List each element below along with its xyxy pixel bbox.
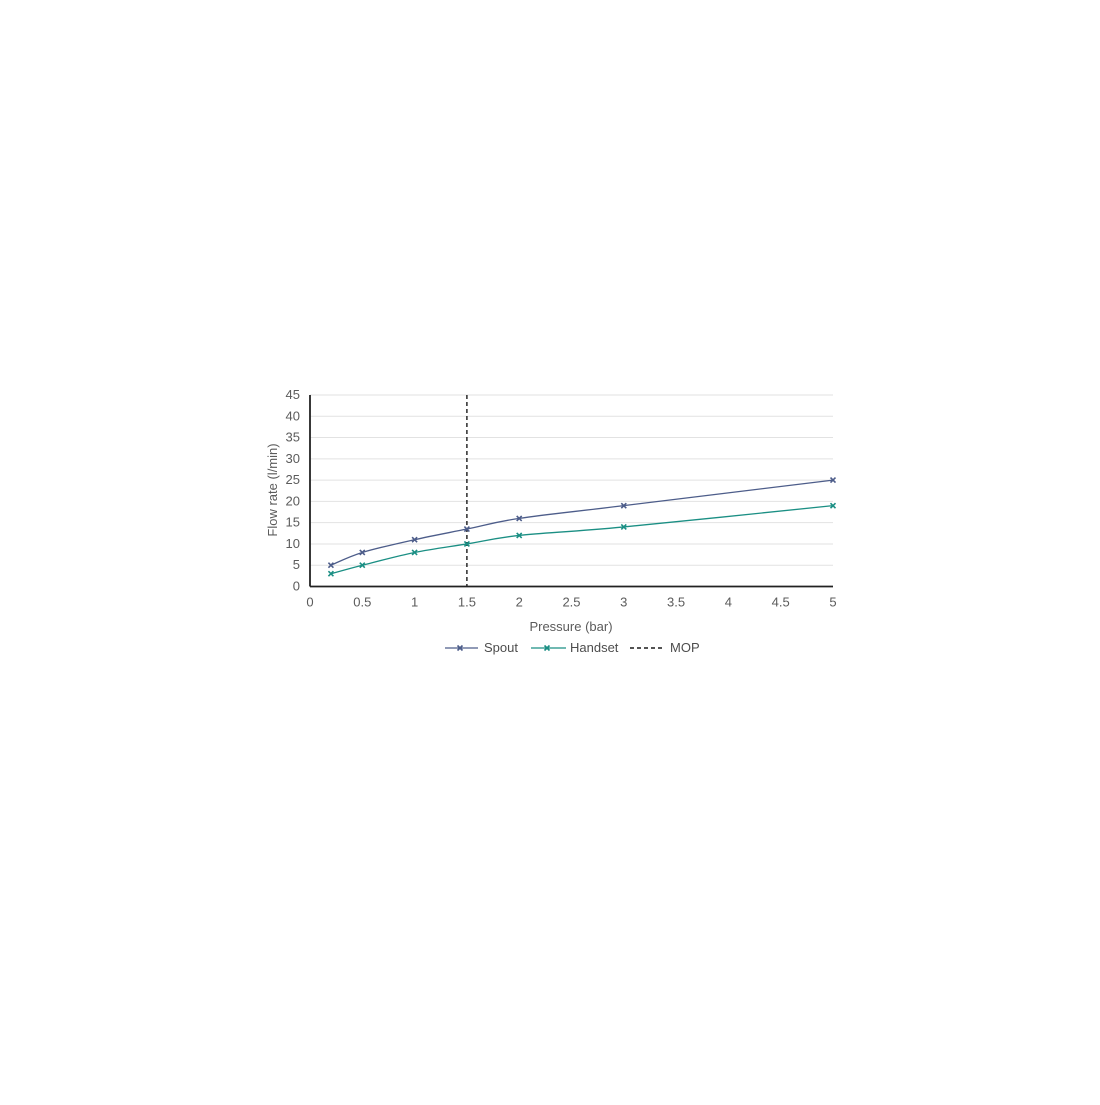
svg-text:2: 2 xyxy=(516,595,523,610)
svg-text:Handset: Handset xyxy=(570,640,619,655)
svg-text:0: 0 xyxy=(306,595,313,610)
svg-text:25: 25 xyxy=(286,472,300,487)
svg-text:1: 1 xyxy=(411,595,418,610)
svg-text:Flow rate (l/min): Flow rate (l/min) xyxy=(265,443,280,536)
svg-text:4: 4 xyxy=(725,595,732,610)
svg-text:3.5: 3.5 xyxy=(667,595,685,610)
svg-text:35: 35 xyxy=(286,430,300,445)
svg-text:5: 5 xyxy=(829,595,836,610)
svg-text:2.5: 2.5 xyxy=(562,595,580,610)
svg-text:MOP: MOP xyxy=(670,640,700,655)
svg-text:10: 10 xyxy=(286,536,300,551)
svg-text:3: 3 xyxy=(620,595,627,610)
svg-text:40: 40 xyxy=(286,408,300,423)
svg-text:0: 0 xyxy=(293,579,300,594)
svg-text:0.5: 0.5 xyxy=(353,595,371,610)
svg-text:1.5: 1.5 xyxy=(458,595,476,610)
svg-text:30: 30 xyxy=(286,451,300,466)
svg-text:45: 45 xyxy=(286,387,300,402)
svg-text:4.5: 4.5 xyxy=(772,595,790,610)
svg-text:20: 20 xyxy=(286,493,300,508)
svg-text:Spout: Spout xyxy=(484,640,518,655)
svg-text:5: 5 xyxy=(293,557,300,572)
svg-text:Pressure (bar): Pressure (bar) xyxy=(529,619,612,634)
svg-text:15: 15 xyxy=(286,515,300,530)
